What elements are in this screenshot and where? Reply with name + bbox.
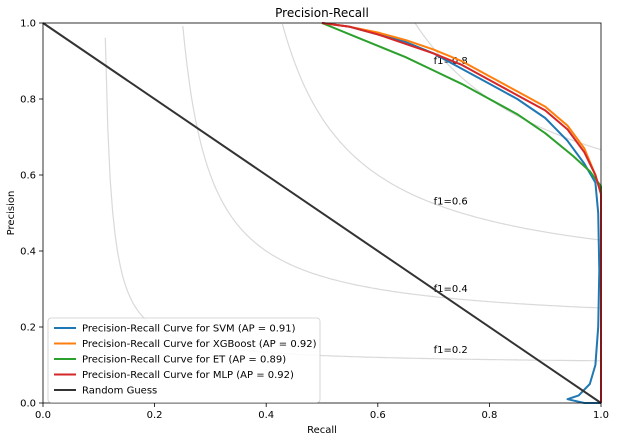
legend-box	[47, 317, 321, 403]
y-tick-label: 0.2	[20, 323, 36, 334]
iso-f1-curves: f1=0.2 f1=0.4 f1=0.6 f1=0.8	[104, 23, 601, 362]
series-line	[42, 22, 602, 404]
legend-entry: Precision-Recall Curve for SVM (AP = 0.9…	[82, 324, 296, 335]
legend: Precision-Recall Curve for SVM (AP = 0.9…	[47, 317, 321, 403]
y-tick-label: 0.8	[20, 95, 36, 106]
chart-title: Precision-Recall	[275, 6, 369, 20]
plot-frame	[42, 22, 602, 404]
y-tick-label: 0.6	[20, 171, 36, 182]
iso-f1-curve	[104, 37, 601, 362]
iso-f1-label: f1=0.2	[434, 345, 468, 356]
x-tick-label: 0.0	[35, 410, 51, 421]
iso-f1-curve	[182, 25, 601, 309]
y-axis-label: Precision	[6, 191, 17, 236]
legend-entry: Precision-Recall Curve for MLP (AP = 0.9…	[82, 370, 294, 381]
iso-f1-curve	[414, 23, 601, 151]
legend-entry: Precision-Recall Curve for ET (AP = 0.89…	[82, 355, 286, 366]
series-line	[321, 22, 602, 403]
x-tick-label: 0.4	[258, 410, 274, 421]
iso-f1-label: f1=0.8	[434, 56, 468, 67]
series-lines	[42, 22, 602, 404]
iso-f1-curve	[281, 23, 601, 241]
iso-f1-label: f1=0.6	[434, 197, 468, 208]
legend-entry: Random Guess	[82, 386, 157, 397]
x-tick-label: 0.6	[370, 410, 386, 421]
axis-ticks: 0.0 0.2 0.4 0.6 0.8 1.0 0.0 0.2 0.4 0.6 0.8 1.0	[20, 19, 609, 422]
iso-f1-label: f1=0.4	[434, 284, 468, 295]
series-line	[321, 22, 601, 404]
series-line	[321, 22, 602, 403]
y-tick-label: 0.0	[20, 399, 36, 410]
y-tick-label: 0.4	[20, 247, 36, 258]
x-tick-label: 0.8	[481, 410, 497, 421]
y-tick-label: 1.0	[20, 19, 36, 30]
legend-entry: Precision-Recall Curve for XGBoost (AP =…	[82, 339, 317, 350]
x-axis-label: Recall	[307, 425, 337, 436]
x-tick-label: 0.2	[147, 410, 163, 421]
x-tick-label: 1.0	[593, 410, 609, 421]
